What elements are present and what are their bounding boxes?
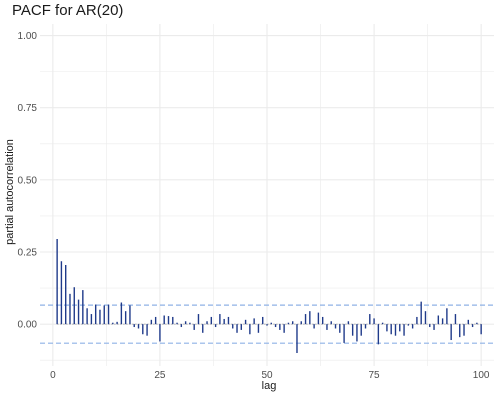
y-tick-label: 0.25 [18,248,38,259]
x-tick-label: 100 [473,370,490,381]
y-tick-label: 0.50 [18,175,38,186]
x-axis-label: lag [262,380,277,392]
x-tick-labels: 0 25 50 75 100 [50,370,490,381]
x-tick-label: 50 [261,370,273,381]
x-tick-label: 0 [50,370,56,381]
y-tick-labels: 0.00 0.25 0.50 0.75 1.00 [18,31,38,331]
y-tick-label: 1.00 [18,31,38,42]
confidence-band [40,304,494,344]
y-tick-label: 0.75 [18,103,38,114]
x-tick-label: 25 [154,370,166,381]
pacf-bars [56,239,482,354]
chart-title: PACF for AR(20) [12,2,124,19]
x-tick-label: 75 [369,370,381,381]
y-tick-label: 0.00 [18,320,38,331]
y-axis-label: partial autocorrelation [4,139,16,245]
